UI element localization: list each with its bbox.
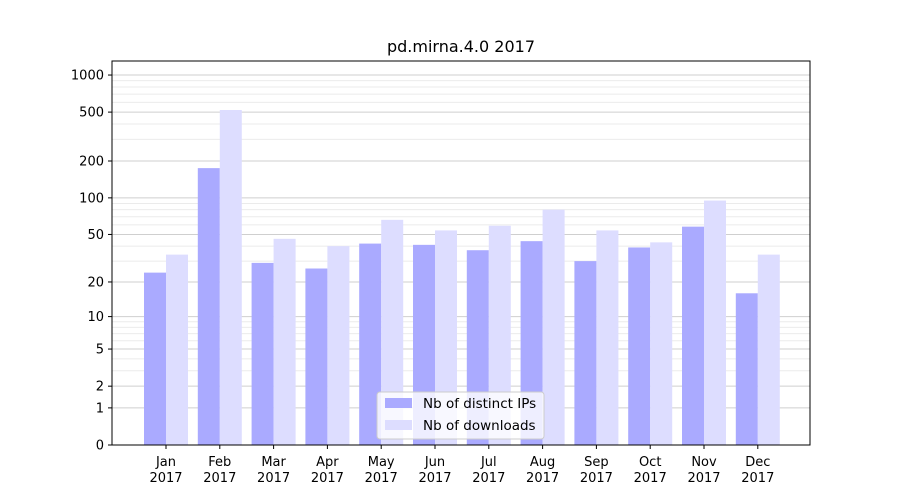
y-tick-label: 50 — [87, 228, 104, 243]
x-tick-label: Apr — [316, 455, 339, 470]
legend: Nb of distinct IPs Nb of downloads — [376, 391, 545, 440]
x-tick-year-label: 2017 — [687, 471, 720, 486]
bar-downloads-jan — [166, 254, 188, 445]
bar-downloads-oct — [650, 242, 673, 445]
legend-label-distinct-ips: Nb of distinct IPs — [423, 396, 536, 412]
y-tick-label: 1 — [96, 401, 104, 416]
bar-distinct-ips-may — [359, 243, 382, 445]
y-tick-label: 5 — [96, 343, 104, 358]
bar-downloads-dec — [757, 254, 780, 445]
y-tick-label: 500 — [79, 106, 104, 121]
x-tick-year-label: 2017 — [257, 471, 290, 486]
bar-downloads-aug — [542, 209, 565, 445]
bar-distinct-ips-oct — [628, 247, 651, 445]
legend-swatch-distinct-ips — [385, 398, 412, 408]
y-tick-label: 10 — [87, 310, 104, 325]
x-tick-year-label: 2017 — [149, 471, 182, 486]
bar-distinct-ips-jan — [144, 272, 166, 445]
bar-downloads-feb — [219, 110, 242, 445]
x-tick-year-label: 2017 — [311, 471, 344, 486]
x-tick-label: Dec — [745, 455, 770, 470]
x-tick-year-label: 2017 — [526, 471, 559, 486]
x-tick-label: Mar — [261, 455, 286, 470]
plot-frame — [111, 60, 811, 446]
x-tick-label: Feb — [208, 455, 231, 470]
x-tick-label: May — [368, 455, 395, 470]
bar-distinct-ips-mar — [251, 262, 274, 445]
x-tick-label: Jun — [424, 455, 445, 470]
x-tick-label: Nov — [691, 455, 717, 470]
y-tick-label: 2 — [96, 380, 104, 395]
bar-downloads-mar — [273, 238, 296, 445]
bar-downloads-jun — [435, 230, 457, 445]
x-tick-year-label: 2017 — [580, 471, 613, 486]
x-tick-label: Jul — [480, 455, 497, 470]
x-tick-year-label: 2017 — [365, 471, 398, 486]
y-axis: 0 1 2 5 10 20 50 100 200 500 1000 — [71, 69, 112, 454]
bar-distinct-ips-feb — [197, 168, 220, 446]
y-tick-label: 100 — [79, 191, 104, 206]
legend-label-downloads: Nb of downloads — [423, 418, 536, 434]
bar-distinct-ips-sep — [574, 261, 597, 445]
y-tick-label: 1000 — [71, 69, 104, 84]
y-tick-label: 20 — [87, 275, 104, 290]
x-tick-label: Sep — [584, 455, 609, 470]
bar-downloads-apr — [327, 246, 350, 445]
bar-downloads-may — [381, 219, 404, 445]
x-tick-year-label: 2017 — [418, 471, 451, 486]
x-tick-label: Oct — [639, 455, 661, 470]
bar-distinct-ips-apr — [305, 268, 328, 445]
legend-box — [376, 391, 545, 440]
y-tick-label: 0 — [96, 439, 104, 454]
chart-title: pd.mirna.4.0 2017 — [387, 37, 535, 56]
bar-downloads-jul — [488, 225, 511, 445]
bar-downloads-nov — [704, 200, 726, 445]
bar-downloads-sep — [596, 230, 619, 445]
bar-distinct-ips-nov — [682, 226, 704, 445]
x-tick-year-label: 2017 — [741, 471, 774, 486]
bar-distinct-ips-dec — [735, 293, 758, 445]
x-tick-year-label: 2017 — [203, 471, 236, 486]
x-tick-label: Aug — [530, 455, 555, 470]
x-tick-year-label: 2017 — [634, 471, 667, 486]
legend-swatch-downloads — [385, 420, 412, 430]
y-tick-label: 200 — [79, 155, 104, 170]
x-tick-label: Jan — [155, 455, 176, 470]
x-tick-year-label: 2017 — [472, 471, 505, 486]
x-axis: Jan2017Feb2017Mar2017Apr2017May2017Jun20… — [149, 445, 774, 486]
